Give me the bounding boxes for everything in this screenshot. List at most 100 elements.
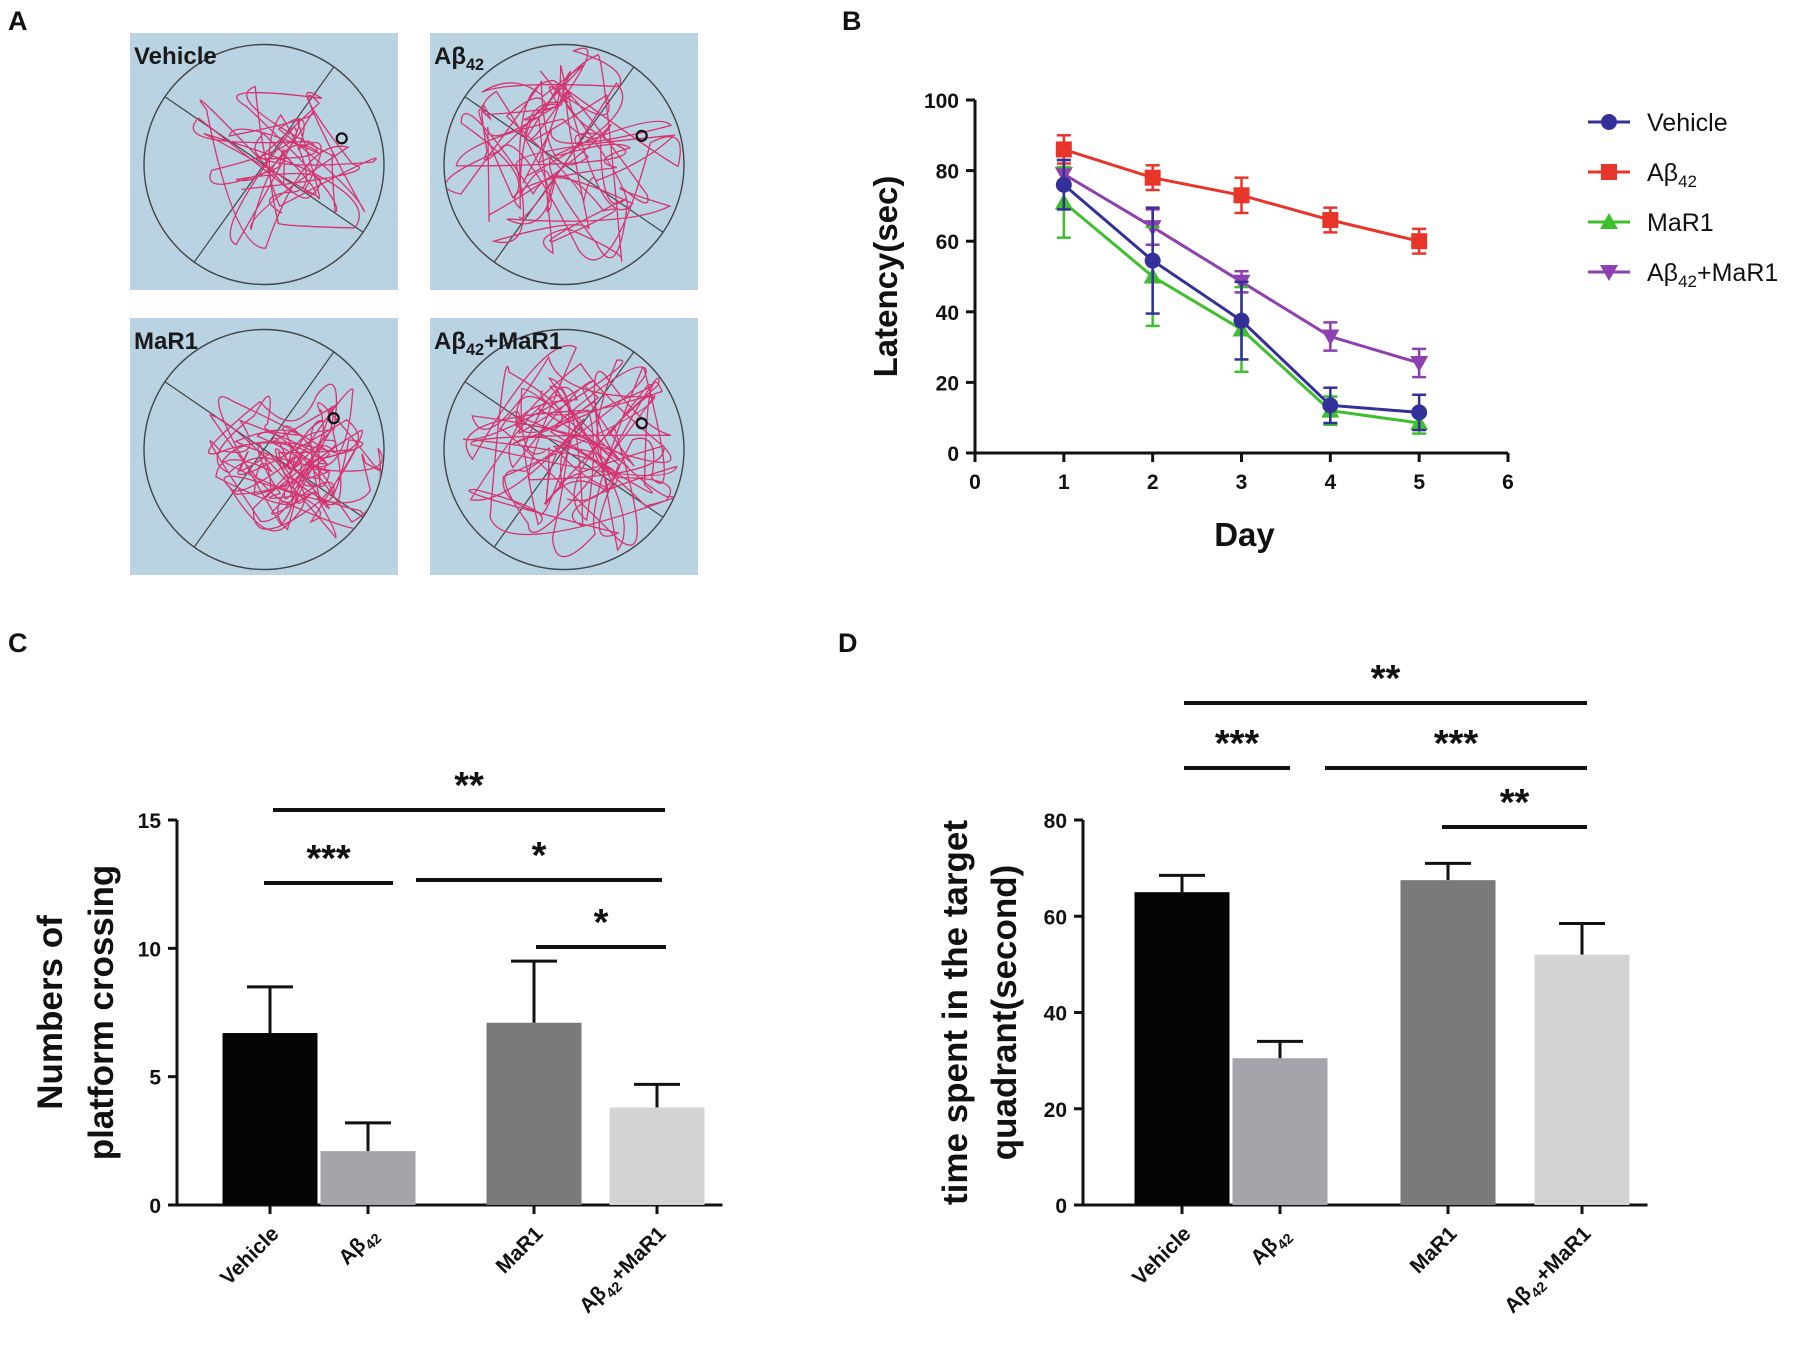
- y-axis-label: platform crossing: [82, 865, 121, 1161]
- legend-label: Aβ42: [1647, 159, 1697, 191]
- panel-a-swim-paths: Vehicle Aβ42 MaR1 Aβ42+MaR1: [130, 33, 698, 575]
- y-tick-label: 60: [936, 231, 959, 254]
- bar: [1534, 954, 1630, 1205]
- legend: Vehicle Aβ42 MaR1 Aβ42+MaR1: [1588, 109, 1778, 291]
- y-axis-label: Latency(sec): [867, 176, 904, 378]
- maze-panel: Aβ42: [430, 33, 698, 290]
- quadrant-line: [164, 381, 364, 518]
- swim-path: [207, 383, 383, 539]
- series-a42: [1055, 134, 1428, 255]
- data-point: [1144, 252, 1161, 269]
- significance-stars: *: [532, 835, 547, 877]
- significance-stars: **: [454, 765, 484, 807]
- category-label: Aβ42+MaR1: [1500, 1222, 1599, 1321]
- bar: [609, 1107, 705, 1205]
- x-axis-label: Day: [1214, 516, 1275, 553]
- data-point: [1322, 397, 1339, 414]
- y-tick-label: 60: [1044, 906, 1067, 929]
- significance-stars: ***: [1434, 723, 1479, 765]
- maze-background: [130, 318, 398, 575]
- pool-outline: [143, 43, 385, 286]
- y-axis-label: time spent in the target: [936, 820, 975, 1205]
- y-tick-label: 0: [149, 1195, 161, 1218]
- data-point: [1321, 329, 1340, 346]
- maze-panel: Vehicle: [130, 33, 398, 290]
- category-label: Vehicle: [216, 1222, 283, 1289]
- series-vehicle: [1055, 158, 1428, 432]
- significance-stars: ***: [1215, 723, 1260, 765]
- y-tick-label: 40: [936, 302, 959, 325]
- panel-label-c: C: [8, 628, 28, 658]
- swim-path: [462, 345, 678, 558]
- bar: [222, 1033, 318, 1205]
- y-tick-label: 80: [936, 161, 959, 184]
- significance-stars: **: [1371, 658, 1401, 700]
- bar: [1232, 1058, 1328, 1205]
- x-tick-label: 0: [969, 471, 981, 494]
- panel-label-b: B: [842, 6, 862, 36]
- significance-stars: ***: [306, 838, 351, 880]
- swim-path: [445, 47, 681, 263]
- category-label: Aβ42+MaR1: [575, 1222, 674, 1321]
- y-tick-label: 5: [149, 1067, 161, 1090]
- y-tick-label: 0: [1055, 1195, 1067, 1218]
- panel-d-target-quadrant-chart: 0 20 40 60 80 Vehicle Aβ42 MaR1 Aβ42+MaR1 time sp…: [936, 658, 1648, 1321]
- legend-label: Aβ42+MaR1: [1647, 259, 1778, 291]
- y-tick-label: 15: [138, 810, 162, 833]
- data-point: [1233, 312, 1250, 329]
- data-point: [1322, 212, 1339, 229]
- panel-label-a: A: [8, 6, 28, 36]
- bar: [1134, 892, 1230, 1205]
- y-tick-label: 100: [924, 90, 959, 113]
- maze-title: Aβ42+MaR1: [434, 328, 562, 359]
- platform-marker: [327, 412, 340, 425]
- y-tick-label: 80: [1044, 810, 1067, 833]
- category-label: Aβ42: [1246, 1222, 1297, 1273]
- pool-outline: [143, 328, 385, 571]
- platform-marker: [635, 129, 648, 142]
- y-axis-label: Numbers of: [31, 915, 70, 1110]
- x-tick-label: 4: [1324, 471, 1336, 494]
- x-tick-label: 3: [1236, 471, 1248, 494]
- legend-label: Vehicle: [1647, 109, 1728, 137]
- panel-label-d: D: [838, 628, 858, 658]
- panel-b-latency-chart: 0 20 40 60 80 100 0 1 2 3 4 5 6 Day Latency(sec) Vehicl…: [867, 90, 1778, 553]
- pool-outline: [443, 43, 685, 286]
- pool-outline: [443, 328, 685, 571]
- data-point: [1233, 187, 1250, 204]
- y-tick-label: 20: [1044, 1099, 1067, 1122]
- x-tick-label: 6: [1502, 471, 1514, 494]
- x-tick-label: 2: [1147, 471, 1159, 494]
- panel-c-platform-crossing-chart: 0 5 10 15 Vehicle Aβ42 MaR1 Aβ42+MaR1 Numbers of…: [31, 765, 723, 1321]
- maze-title: Vehicle: [134, 43, 217, 70]
- data-point: [1055, 141, 1072, 158]
- bar: [486, 1022, 582, 1205]
- significance-stars: **: [1500, 782, 1530, 824]
- maze-panel: Aβ42+MaR1: [430, 318, 698, 575]
- x-tick-label: 1: [1058, 471, 1070, 494]
- legend-label: MaR1: [1647, 209, 1714, 237]
- legend-marker: [1601, 164, 1617, 180]
- y-tick-label: 0: [947, 443, 959, 466]
- category-label: MaR1: [1406, 1222, 1462, 1278]
- data-point: [1144, 169, 1161, 186]
- y-axis-label: quadrant(second): [985, 865, 1024, 1161]
- y-tick-label: 20: [936, 372, 959, 395]
- legend-marker: [1601, 114, 1617, 130]
- data-point: [1411, 404, 1428, 421]
- maze-panel: MaR1: [130, 318, 398, 575]
- category-label: Vehicle: [1128, 1222, 1195, 1289]
- y-tick-label: 10: [138, 938, 161, 961]
- category-label: MaR1: [492, 1222, 548, 1278]
- category-label: Aβ42: [334, 1222, 385, 1273]
- platform-marker: [635, 417, 648, 430]
- bar: [320, 1151, 416, 1205]
- significance-stars: *: [594, 902, 609, 944]
- data-point: [1055, 176, 1072, 193]
- maze-title: MaR1: [134, 328, 198, 355]
- data-point: [1410, 355, 1429, 372]
- legend-marker: [1600, 265, 1618, 281]
- swim-path: [192, 85, 377, 249]
- y-tick-label: 40: [1044, 1003, 1067, 1026]
